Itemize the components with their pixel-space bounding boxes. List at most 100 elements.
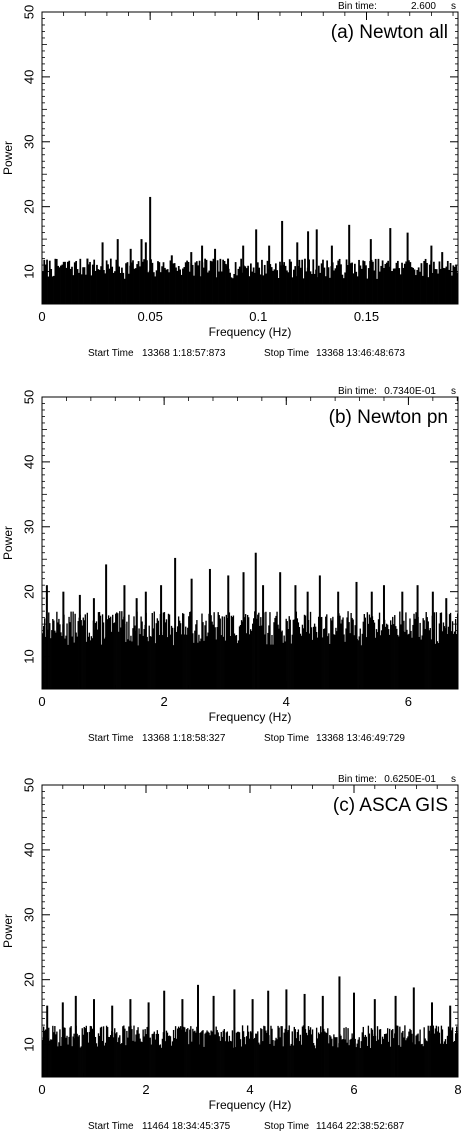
- spectrum-bar: [194, 262, 197, 304]
- spectrum-bar: [270, 1025, 272, 1077]
- spectrum-bar: [55, 258, 58, 304]
- spectrum-bar: [324, 276, 327, 304]
- spectrum-bar: [182, 268, 184, 304]
- spectrum-bar: [437, 273, 439, 304]
- spectrum-bar: [52, 1025, 54, 1077]
- spectrum-bar: [108, 1037, 111, 1077]
- spectrum-bar: [412, 267, 414, 304]
- spectrum-bar: [225, 614, 228, 689]
- spectrum-bar: [76, 269, 79, 304]
- spectrum-bar: [420, 263, 423, 304]
- spectrum-bar: [341, 619, 343, 689]
- spectrum-bar: [445, 1043, 448, 1077]
- spectrum-bars: [42, 196, 459, 304]
- spectrum-bar: [399, 1026, 401, 1077]
- spectrum-bar: [304, 615, 307, 689]
- spectrum-bar: [196, 1026, 198, 1077]
- spectrum-bar: [313, 623, 316, 689]
- x-tick-label: 0: [38, 309, 45, 324]
- spectrum-bar: [244, 614, 247, 689]
- spectrum-bar: [247, 265, 249, 304]
- spectrum-bar: [423, 1027, 425, 1077]
- spectrum-bar: [254, 611, 256, 689]
- spectrum-bar: [221, 1036, 223, 1077]
- y-axis-label: Power: [1, 526, 15, 560]
- spectrum-bar: [240, 1046, 243, 1077]
- spectrum-bar: [357, 640, 359, 689]
- spectrum-bar: [405, 261, 408, 304]
- stop-time-value: 11464 22:38:52:687: [316, 1121, 405, 1132]
- spectrum-bar: [354, 263, 356, 304]
- spectrum-bar: [186, 1029, 188, 1077]
- spectrum-bar: [218, 271, 220, 304]
- spectrum-bar: [126, 1030, 128, 1077]
- spectrum-bar: [404, 631, 406, 689]
- spectrum-bar: [88, 1031, 91, 1077]
- spectrum-bar: [451, 621, 454, 689]
- spectrum-bar: [324, 1031, 326, 1077]
- peak-bar: [315, 229, 318, 304]
- spectrum-bar: [44, 264, 47, 304]
- spectrum-bar: [207, 1031, 209, 1077]
- spectrum-bar: [223, 261, 226, 304]
- spectrum-bar: [351, 1033, 353, 1077]
- spectrum-bar: [288, 616, 290, 689]
- spectrum-bar: [117, 613, 119, 689]
- spectrum-bar: [188, 271, 191, 304]
- spectrum-bar: [411, 1033, 413, 1077]
- spectrum-bar: [197, 642, 199, 689]
- spectrum-bar: [137, 645, 139, 689]
- spectrum-bar: [407, 1036, 409, 1077]
- spectrum-bar: [112, 272, 115, 304]
- spectrum-bar: [347, 1028, 349, 1077]
- spectrum-bar: [81, 625, 83, 689]
- spectrum-bar: [105, 1025, 108, 1077]
- spectrum-bar: [398, 636, 400, 689]
- spectrum-bar: [189, 1029, 191, 1077]
- spectrum-bar: [63, 1027, 65, 1077]
- spectrum-bar: [417, 267, 420, 304]
- spectrum-bar: [60, 632, 62, 689]
- spectrum-bar: [425, 612, 427, 689]
- spectrum-bar: [49, 623, 51, 689]
- spectrum-bar: [391, 1030, 393, 1077]
- spectrum-bar: [446, 634, 449, 689]
- spectrum-bar: [101, 1041, 104, 1077]
- spectrum-bar: [58, 618, 60, 689]
- spectrum-bar: [405, 1040, 407, 1077]
- spectrum-bar: [256, 1033, 258, 1077]
- x-tick-label: 0: [38, 694, 45, 709]
- spectrum-bar: [296, 1032, 299, 1077]
- spectrum-bar: [455, 634, 458, 689]
- panel-1: 10 20 30 40 50 0 0.05 0.1 0.15 Frequency (Hz) Powe…: [1, 1, 459, 359]
- spectrum-bar: [141, 621, 143, 689]
- spectrum-bar: [238, 626, 241, 689]
- spectrum-bar: [226, 1031, 229, 1077]
- spectrum-bar: [245, 1036, 248, 1077]
- spectrum-bar: [325, 616, 327, 689]
- x-tick-label: 0: [38, 1082, 45, 1097]
- spectrum-bar: [442, 1043, 445, 1077]
- spectrum-bar: [281, 1026, 283, 1077]
- spectrum-bar: [414, 618, 416, 689]
- spectrum-bar: [151, 1034, 153, 1077]
- spectrum-bar: [339, 615, 341, 689]
- spectrum-bar: [349, 633, 351, 689]
- spectrum-bar: [135, 1034, 137, 1077]
- spectrum-bar: [127, 273, 130, 304]
- spectrum-bar: [347, 265, 349, 304]
- spectrum-bar: [160, 1047, 163, 1077]
- spectrum-bar: [252, 267, 255, 304]
- spectrum-bar: [381, 1036, 384, 1077]
- spectrum-bar: [53, 1032, 55, 1077]
- spectrum-bar: [157, 620, 160, 689]
- spectrum-bar: [373, 622, 376, 689]
- spectrum-bar: [421, 1043, 423, 1077]
- spectrum-bar: [346, 1042, 348, 1077]
- spectrum-bar: [282, 642, 284, 689]
- spectrum-bar: [122, 619, 124, 689]
- spectrum-bar: [265, 1030, 267, 1077]
- spectrum-bar: [103, 1045, 106, 1077]
- spectrum-bar: [108, 618, 111, 689]
- spectrum-bar: [292, 619, 294, 689]
